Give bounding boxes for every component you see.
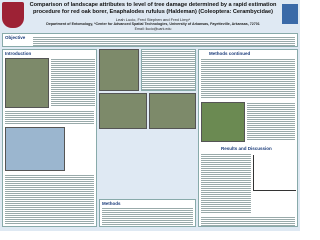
photo [99,49,139,91]
text [51,58,95,106]
affiliation: Department of Entomology, *Center for Ad… [46,22,260,26]
heading: Objective [5,35,26,40]
introduction-box: Introduction [2,49,97,227]
text [141,49,196,91]
photo [149,93,196,129]
text [201,153,251,213]
text [102,207,193,225]
text [201,58,295,98]
methods-box: Methods [99,199,196,227]
email: Email: llucio@uark.edu [134,27,172,31]
objective-box: Objective [2,33,298,47]
text [5,174,94,224]
map [5,127,65,171]
photo [99,93,147,129]
map [201,102,245,142]
heading: Methods [102,201,121,206]
authors: Leah Lucio, Fred Stephen and Fred Limp* [115,17,191,22]
heading: Introduction [5,51,32,56]
heading: Results and Discussion [221,146,272,151]
text [5,110,94,124]
middle-column: Methods [99,49,196,227]
plot [253,155,296,191]
logo [2,2,24,28]
title: Comparison of landscape attributes to le… [29,2,277,15]
photo [5,58,49,108]
logo [282,4,298,24]
text [247,102,295,140]
text [33,36,295,46]
poster: Comparison of landscape attributes to le… [0,0,300,231]
heading: Methods continued [209,51,251,56]
right-column: Methods continued Results and Discussion [198,49,298,227]
text [201,216,295,226]
